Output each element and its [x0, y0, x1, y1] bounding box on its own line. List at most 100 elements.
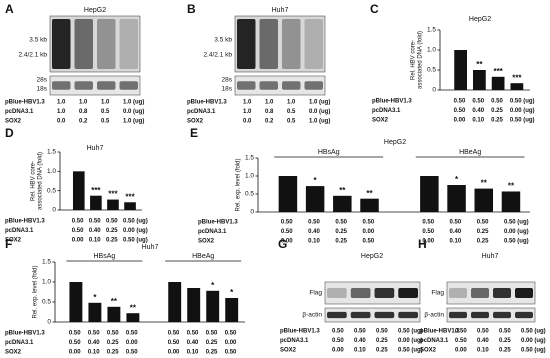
- bar: [72, 171, 85, 210]
- blot-band: [327, 311, 347, 319]
- condition-value: 0.50: [72, 228, 84, 234]
- y-axis-label: associated DNA (fold): [418, 31, 424, 89]
- condition-value: 0.50: [354, 329, 366, 335]
- bar: [305, 186, 325, 212]
- condition-value: 0.00: [363, 229, 375, 235]
- blot-band: [97, 81, 116, 90]
- significance: **: [476, 60, 483, 69]
- condition-value: 0.40: [187, 340, 199, 346]
- bar: [333, 195, 352, 212]
- condition-value: 0.50: [88, 331, 100, 337]
- condition-value: 1.0 (ug): [309, 119, 330, 125]
- condition-value: 0.00 (ug): [521, 338, 546, 344]
- condition-value: 0.5: [101, 119, 110, 125]
- bar: [126, 313, 140, 322]
- y-axis-label: Rel. HBV core-: [411, 40, 417, 80]
- condition-value: 0.00: [281, 239, 293, 245]
- condition-label: SOX2: [198, 239, 215, 245]
- panel-letter: H: [418, 237, 427, 251]
- y-tick-label: 1.0: [47, 168, 56, 175]
- panel-letter: C: [370, 2, 379, 16]
- blot-band: [471, 311, 489, 319]
- chart-title: Huh7: [87, 145, 104, 152]
- condition-value: 0.50: [187, 331, 199, 337]
- condition-value: 0.5: [101, 109, 110, 115]
- significance: *: [314, 176, 318, 185]
- condition-label: SOX2: [5, 350, 22, 356]
- panel-letter: A: [5, 2, 14, 16]
- bar: [491, 76, 505, 90]
- condition-value: 0.50: [332, 329, 344, 335]
- condition-label: SOX2: [372, 118, 389, 124]
- condition-value: 0.00 (ug): [504, 229, 529, 235]
- blot-label: β-actin: [424, 312, 444, 319]
- blot-label: 28s: [222, 77, 233, 84]
- condition-value: 1.0 (ug): [309, 100, 330, 106]
- condition-value: 0.25: [107, 350, 119, 356]
- condition-value: 0.50: [335, 220, 347, 226]
- condition-value: 0.00: [455, 348, 467, 354]
- condition-value: 0.50 (ug): [521, 348, 546, 354]
- condition-label: pBlue-HBV1.3: [5, 100, 45, 106]
- y-tick-label: 1.5: [42, 259, 51, 266]
- condition-label: pcDNA3.1: [187, 109, 216, 115]
- condition-label: pcDNA3.1: [5, 228, 34, 234]
- condition-value: 0.50: [499, 329, 511, 335]
- significance: ***: [125, 192, 135, 201]
- condition-label: pcDNA3.1: [5, 340, 34, 346]
- condition-value: 0.50: [477, 329, 489, 335]
- bar: [69, 282, 83, 322]
- bar: [107, 199, 119, 210]
- condition-value: 0.50: [308, 220, 320, 226]
- blot-band: [259, 81, 278, 90]
- bar: [447, 185, 466, 212]
- condition-value: 0.50 (ug): [504, 239, 529, 245]
- blot-strip: [234, 75, 326, 96]
- y-tick-label: 0.5: [427, 67, 436, 74]
- blot-band: [282, 19, 301, 69]
- condition-value: 1.0 (ug): [123, 100, 144, 106]
- blot-title: HepG2: [361, 253, 383, 260]
- blot-band: [449, 288, 467, 298]
- condition-value: 0.50: [69, 331, 81, 337]
- condition-value: 0.25: [477, 229, 489, 235]
- condition-value: 0.40: [88, 340, 100, 346]
- chart-title: HepG2: [384, 139, 406, 146]
- condition-value: 0.10: [187, 350, 199, 356]
- condition-value: 0.50: [206, 331, 218, 337]
- condition-value: 0.25: [491, 108, 503, 114]
- condition-value: 1.0 (ug): [123, 119, 144, 125]
- y-tick-label: 1.0: [245, 173, 254, 180]
- condition-value: 0.25: [206, 340, 218, 346]
- blot-strip: [446, 307, 536, 323]
- blot-label: 18s: [222, 86, 233, 93]
- condition-value: 0.50: [281, 229, 293, 235]
- bar: [454, 50, 467, 90]
- bar: [124, 202, 136, 210]
- blot-band: [515, 311, 533, 319]
- blot-strip: [49, 75, 141, 96]
- blot-title: Huh7: [482, 253, 499, 260]
- condition-value: 0.10: [88, 350, 100, 356]
- condition-value: 0.50: [363, 220, 375, 226]
- blot-label: 3.5 kb: [214, 37, 232, 44]
- condition-value: 0.0: [57, 119, 66, 125]
- condition-value: 0.50: [332, 338, 344, 344]
- significance: ***: [512, 73, 522, 82]
- condition-value: 0.25: [376, 348, 388, 354]
- blot-band: [304, 19, 323, 69]
- blot-band: [350, 311, 371, 319]
- condition-value: 0.50 (ug): [510, 99, 535, 105]
- condition-value: 0.50: [168, 340, 180, 346]
- y-axis-label: Rel. exp. level (fold): [33, 265, 39, 318]
- condition-value: 0.2: [79, 119, 88, 125]
- y-tick-label: 0: [432, 87, 436, 94]
- condition-value: 0.00 (ug): [398, 338, 423, 344]
- significance: *: [455, 175, 459, 184]
- condition-value: 0.50: [281, 220, 293, 226]
- blot-band: [282, 81, 301, 90]
- blot-band: [398, 288, 418, 298]
- y-tick-label: 0.5: [47, 187, 56, 194]
- blot-band: [52, 19, 71, 69]
- blot-title: HepG2: [84, 7, 106, 14]
